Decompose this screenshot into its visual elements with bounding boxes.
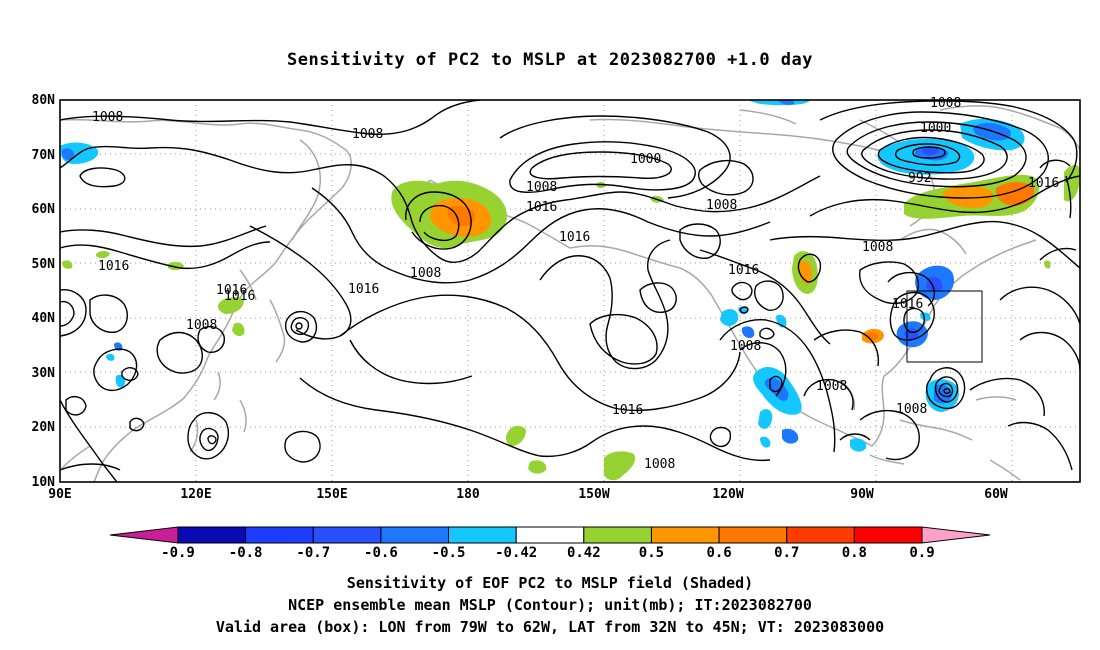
colorbar-label: 0.5 [639,545,664,561]
contour-label: 1008 [930,96,961,111]
colorbar-label: 0.9 [909,545,934,561]
lat-label: 40N [32,311,56,326]
contour-label: 1008 [730,339,761,354]
contour-label: 1008 [862,240,893,255]
contour-label: 1008 [816,379,847,394]
caption-line-3: Valid area (box): LON from 79W to 62W, L… [215,618,885,636]
contour-label: 1008 [526,180,557,195]
contour-label: 1016 [526,200,557,215]
contour-label: 1008 [352,127,383,142]
lat-label: 10N [32,475,56,490]
colorbar-box [312,526,382,544]
contour-label: 1008 [644,457,675,472]
caption: Sensitivity of EOF PC2 to MSLP field (Sh… [0,572,1100,638]
colorbar-box [718,526,788,544]
colorbar-label: -0.7 [296,545,330,561]
colorbar-box [786,526,855,544]
contour-label: 1016 [98,259,129,274]
contour-label: 1008 [896,402,927,417]
lat-label: 60N [32,202,56,217]
contour-label: 1000 [630,152,661,167]
contour-label: 1008 [186,318,217,333]
caption-line-2: NCEP ensemble mean MSLP (Contour); unit(… [288,596,812,614]
lon-label: 60W [984,487,1008,502]
colorbar-label: -0.9 [161,545,195,561]
colorbar: -0.9 -0.8 -0.7 -0.6 -0.5 -0.42 0.42 0.5 0.6 0.7 0.… [109,526,991,561]
lat-label: 50N [32,257,56,272]
colorbar-box [177,526,247,544]
contour-label: 1016 [224,289,255,304]
colorbar-label: -0.42 [495,545,537,561]
contour-label: 1016 [559,230,590,245]
lat-label: 30N [32,366,56,381]
lat-label: 80N [32,93,56,108]
map-content [60,100,1080,482]
lat-label: 20N [32,420,56,435]
lat-label: 70N [32,148,56,163]
mslp-contours [60,100,1080,482]
colorbar-label: -0.6 [364,545,398,561]
contour-label: 1016 [728,263,759,278]
colorbar-label: 0.42 [567,545,601,561]
contour-label: 1016 [892,297,923,312]
lon-label: 90E [48,487,71,502]
colorbar-box [650,526,720,544]
contour-label: 1016 [216,283,247,298]
colorbar-arrow-low [109,526,179,544]
contour-label-layer: 1008 1008 1016 1000 1008 1016 1008 1016 … [92,96,1059,472]
contour-label: 992 [908,171,931,186]
lon-label: 150W [578,487,609,502]
colorbar-label: -0.8 [229,545,263,561]
longitude-labels: 90E 120E 150E 180 150W 120W 90W 60W [48,487,1008,502]
colorbar-label: 0.8 [842,545,867,561]
latitude-labels: 80N 70N 60N 50N 40N 30N 20N 10N [32,93,56,490]
lon-label: 120E [180,487,211,502]
contour-label: 1016 [612,403,643,418]
lon-label: 180 [456,487,480,502]
contour-label: 1016 [348,282,379,297]
plot-frame [59,99,1081,483]
colorbar-box [448,526,517,544]
contour-label: 1008 [706,198,737,213]
colorbar-box [515,526,585,544]
colorbar-box [245,526,314,544]
contour-label: 1008 [410,266,441,281]
colorbar-box [583,526,652,544]
valid-area-box [906,290,983,363]
map-title: Sensitivity of PC2 to MSLP at 2023082700… [286,50,813,70]
colorbar-label: 0.7 [774,545,799,561]
contour-label: 1000 [920,121,951,136]
lon-label: 90W [850,487,874,502]
colorbar-arrow-high [921,526,991,544]
contour-label: 1008 [92,110,123,125]
colorbar-label: -0.5 [432,545,466,561]
lon-label: 150E [316,487,347,502]
contour-label: 1016 [1028,176,1059,191]
colorbar-box [380,526,450,544]
colorbar-label: 0.6 [706,545,731,561]
lon-label: 120W [712,487,743,502]
colorbar-box [853,526,923,544]
caption-line-1: Sensitivity of EOF PC2 to MSLP field (Sh… [346,574,754,592]
